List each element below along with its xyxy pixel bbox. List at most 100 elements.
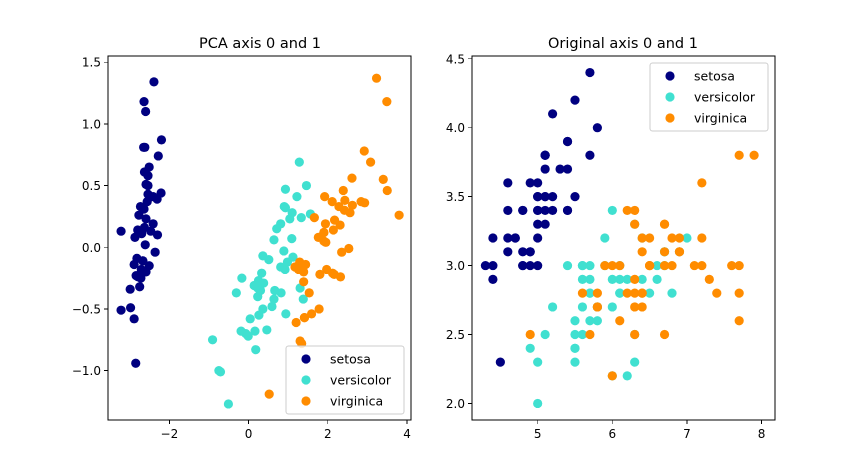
x-tick-label: 4: [403, 427, 411, 441]
data-point-versicolor: [245, 314, 255, 324]
data-point-versicolor: [207, 335, 218, 345]
data-point-setosa: [548, 192, 558, 202]
data-point-versicolor: [585, 260, 595, 271]
data-point-versicolor: [637, 274, 647, 284]
data-point-virginica: [382, 185, 392, 196]
data-point-setosa: [138, 256, 148, 266]
x-tick-label: 7: [683, 427, 691, 441]
data-point-setosa: [540, 192, 550, 202]
data-point-setosa: [488, 233, 498, 243]
plot-area: [107, 55, 412, 421]
data-point-versicolor: [652, 260, 662, 271]
data-point-setosa: [525, 260, 535, 271]
data-point-virginica: [371, 73, 382, 83]
data-point-virginica: [340, 195, 350, 205]
data-point-virginica: [697, 260, 707, 271]
data-point-virginica: [314, 304, 324, 314]
chart-title: Original axis 0 and 1: [548, 36, 698, 52]
data-point-versicolor: [276, 262, 286, 272]
data-point-virginica: [319, 227, 329, 238]
data-point-versicolor: [607, 205, 617, 216]
data-point-virginica: [329, 269, 339, 279]
data-point-versicolor: [223, 399, 234, 409]
data-point-versicolor: [267, 301, 277, 312]
data-point-setosa: [150, 247, 160, 257]
data-point-virginica: [622, 288, 632, 298]
x-tick-label: 0: [245, 427, 253, 441]
data-point-versicolor: [231, 288, 241, 298]
data-point-virginica: [659, 260, 670, 271]
data-point-virginica: [637, 233, 647, 243]
data-point-setosa: [533, 233, 543, 243]
data-point-setosa: [140, 240, 150, 250]
data-point-versicolor: [577, 274, 588, 284]
x-tick-label: 2: [324, 427, 332, 441]
data-point-versicolor: [257, 268, 267, 278]
data-point-setosa: [488, 260, 498, 271]
y-tick-label: 1.0: [82, 117, 101, 131]
data-point-setosa: [562, 136, 573, 147]
data-point-virginica: [339, 205, 350, 215]
data-point-versicolor: [269, 294, 279, 304]
data-point-virginica: [290, 262, 300, 272]
data-point-setosa: [503, 247, 513, 257]
data-point-virginica: [749, 150, 759, 160]
data-point-versicolor: [622, 274, 632, 284]
data-point-virginica: [394, 210, 404, 220]
data-point-setosa: [585, 67, 595, 78]
data-point-virginica: [637, 288, 647, 298]
data-point-versicolor: [592, 316, 602, 326]
data-point-setosa: [525, 178, 535, 188]
data-point-virginica: [734, 288, 744, 298]
data-point-setosa: [540, 150, 550, 160]
data-point-setosa: [503, 233, 513, 243]
data-point-virginica: [301, 259, 311, 270]
x-tick-label: 5: [534, 427, 542, 441]
series-setosa: [480, 67, 602, 367]
data-point-setosa: [540, 219, 550, 229]
data-point-versicolor: [298, 294, 308, 304]
data-point-setosa: [510, 233, 520, 243]
y-tick-label: 3.0: [446, 259, 465, 273]
data-point-virginica: [337, 247, 347, 257]
data-point-virginica: [320, 192, 330, 202]
data-point-versicolor: [296, 213, 306, 223]
y-tick-label: 0.0: [82, 241, 101, 255]
data-point-virginica: [304, 288, 314, 298]
data-point-versicolor: [215, 367, 226, 377]
y-tick-label: 3.5: [446, 190, 465, 204]
data-point-setosa: [130, 232, 140, 242]
data-point-virginica: [659, 247, 670, 257]
data-point-virginica: [734, 150, 744, 160]
original-scatter-chart: Original axis 0 and 1 5 6 7 8 2.0 2.5 3.0 3.5 4.…: [446, 36, 776, 441]
data-point-versicolor: [237, 273, 247, 283]
legend-label-versicolor: versicolor: [694, 90, 756, 105]
data-point-versicolor: [276, 288, 286, 298]
data-point-setosa: [533, 192, 543, 202]
data-point-setosa: [518, 205, 528, 216]
pca-scatter-chart: PCA axis 0 and 1 −2 0 2 4 −1.0 −0.5 0.0 0.5 1.0 1…: [72, 36, 412, 441]
series-versicolor: [207, 157, 315, 409]
data-point-versicolor: [585, 274, 595, 284]
legend: setosa versicolor virginica: [649, 62, 769, 132]
data-point-virginica: [306, 309, 317, 319]
data-point-virginica: [659, 329, 670, 340]
data-point-versicolor: [250, 326, 260, 336]
legend-label-virginica: virginica: [694, 111, 747, 126]
data-point-setosa: [592, 123, 602, 133]
data-point-versicolor: [255, 285, 266, 296]
data-point-setosa: [533, 205, 543, 216]
data-point-virginica: [630, 205, 640, 216]
legend-box: [649, 62, 769, 132]
data-point-setosa: [488, 274, 498, 284]
data-point-setosa: [540, 164, 550, 174]
data-point-versicolor: [645, 288, 655, 298]
data-point-setosa: [585, 150, 595, 160]
axis-ticks: 5 6 7 8 2.0 2.5 3.0 3.5 4.0 4.5: [446, 52, 765, 441]
data-point-setosa: [152, 230, 163, 240]
y-tick-label: 1.5: [82, 56, 101, 70]
data-point-virginica: [299, 312, 310, 323]
data-point-setosa: [570, 192, 580, 202]
data-point-virginica: [615, 260, 625, 271]
